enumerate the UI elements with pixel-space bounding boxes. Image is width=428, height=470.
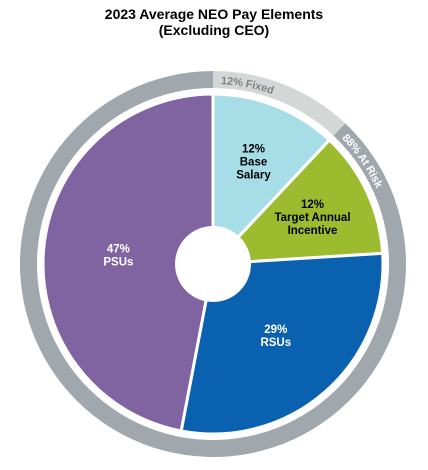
slice-label-line: RSUs [260, 337, 291, 349]
slice-label-psus: 47% PSUs [103, 244, 133, 269]
slice-label-line: Salary [236, 170, 271, 182]
slice-label-rsus: 29% RSUs [260, 324, 291, 349]
slice-label-line: 12% [301, 199, 324, 211]
chart-title-line-2: (Excluding CEO) [158, 22, 270, 38]
slice-label-line: 47% [107, 244, 130, 256]
slice-rsus [179, 251, 385, 436]
slice-label-target-annual-incentive: 12% Target Annual Incentive [274, 199, 350, 237]
chart-title: 2023 Average NEO Pay Elements (Excluding… [0, 6, 428, 38]
slice-label-line: Incentive [288, 225, 338, 237]
slice-label-line: PSUs [103, 257, 133, 269]
slice-label-base: 12% Base Salary [236, 144, 271, 182]
slice-base [211, 92, 331, 266]
pie-slices [41, 92, 385, 436]
ring-segment-fixed [213, 71, 346, 136]
slice-label-line: 29% [264, 324, 287, 336]
slice-label-line: 12% [242, 144, 265, 156]
slice-label-line: Target Annual [274, 212, 350, 224]
slice-target-annual-incentive [211, 138, 385, 266]
center-hole [175, 226, 251, 302]
chart-title-line-1: 2023 Average NEO Pay Elements [104, 6, 324, 22]
slice-psus [41, 92, 215, 433]
slice-label-line: Base [240, 157, 268, 169]
